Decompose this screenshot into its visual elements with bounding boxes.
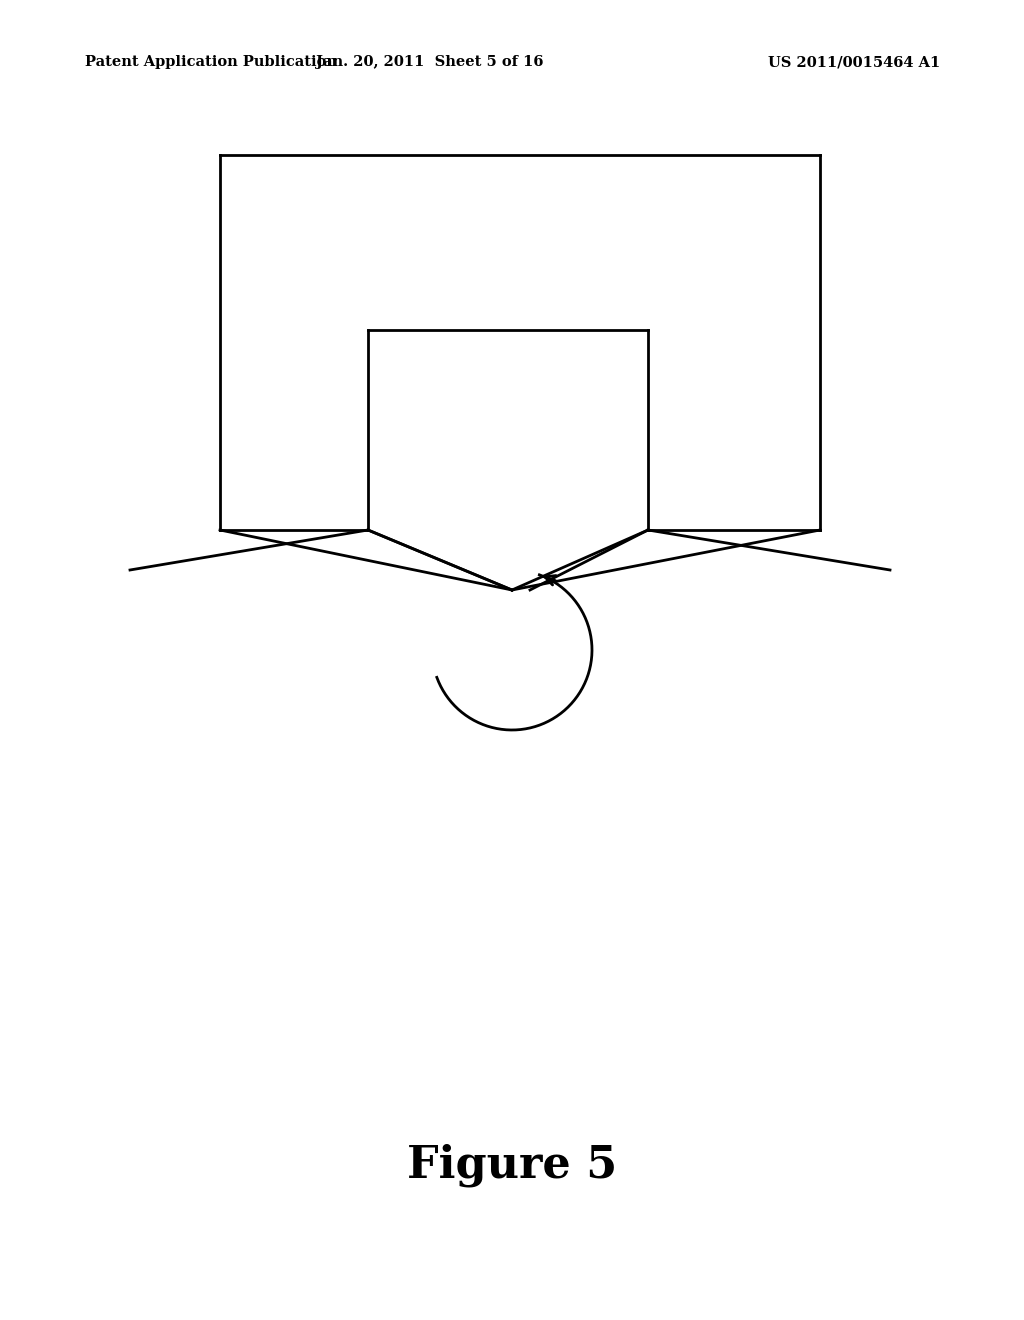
Text: Patent Application Publication: Patent Application Publication [85, 55, 337, 69]
Text: Figure 5: Figure 5 [407, 1143, 617, 1187]
Text: Jan. 20, 2011  Sheet 5 of 16: Jan. 20, 2011 Sheet 5 of 16 [316, 55, 544, 69]
Text: US 2011/0015464 A1: US 2011/0015464 A1 [768, 55, 940, 69]
